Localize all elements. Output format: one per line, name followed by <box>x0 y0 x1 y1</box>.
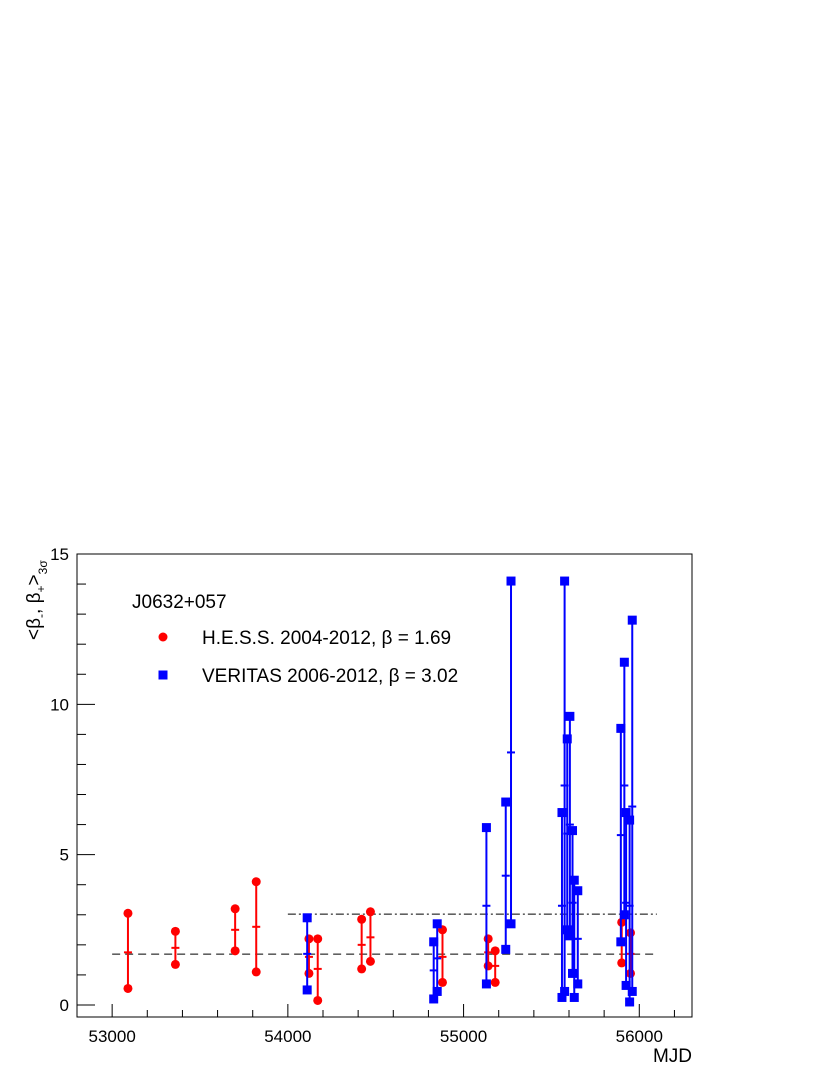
data-point <box>573 886 583 896</box>
data-point <box>490 946 500 956</box>
data-point <box>616 937 626 947</box>
y-tick-label: 15 <box>50 545 69 564</box>
data-point <box>481 979 491 989</box>
data-point <box>123 983 133 993</box>
data-point <box>506 919 516 929</box>
y-tick-label: 0 <box>60 996 69 1015</box>
x-tick-label: 55000 <box>440 1027 487 1046</box>
reference-lines <box>112 913 657 955</box>
x-tick-label: 53000 <box>89 1027 136 1046</box>
data-point <box>429 937 439 947</box>
legend-hess-marker <box>158 632 168 642</box>
data-point <box>490 977 500 987</box>
y-tick-label: 5 <box>60 846 69 865</box>
data-point <box>365 956 375 966</box>
y-tick-label: 10 <box>50 695 69 714</box>
legend-veritas-label: VERITAS 2006-2012, β = 3.02 <box>202 666 458 687</box>
data-point <box>432 919 442 929</box>
data-point <box>557 992 567 1002</box>
data-point <box>568 826 578 836</box>
data-point <box>557 808 567 818</box>
data-point <box>357 914 367 924</box>
data-point <box>302 913 312 923</box>
data-point <box>501 797 511 807</box>
svg-text:<β-, β+>3σ: <β-, β+>3σ <box>24 560 50 640</box>
data-point <box>562 734 572 744</box>
data-point <box>123 908 133 918</box>
data-point <box>432 986 442 996</box>
data-point <box>313 995 323 1005</box>
data-point <box>483 934 493 944</box>
data-point <box>357 964 367 974</box>
data-point <box>560 576 570 586</box>
data-point <box>170 926 180 936</box>
data-series <box>123 576 637 1007</box>
legend: H.E.S.S. 2004-2012, β = 1.69 VERITAS 200… <box>158 628 458 687</box>
data-point <box>251 877 261 887</box>
veritas-series <box>302 576 637 1007</box>
data-point <box>302 985 312 995</box>
x-tick-label: 54000 <box>264 1027 311 1046</box>
data-point <box>627 986 637 996</box>
legend-hess-label: H.E.S.S. 2004-2012, β = 1.69 <box>202 628 451 649</box>
data-point <box>481 823 491 833</box>
data-point <box>619 910 629 920</box>
x-axis-label: MJD <box>653 1046 692 1067</box>
data-point <box>625 815 635 825</box>
data-point <box>565 931 575 941</box>
data-point <box>501 944 511 954</box>
data-point <box>569 992 579 1002</box>
x-tick-label: 56000 <box>616 1027 663 1046</box>
data-point <box>569 875 579 885</box>
legend-veritas-marker <box>158 670 168 680</box>
axis-tick-labels: 53000 54000 55000 56000 0 5 10 15 <box>50 545 663 1046</box>
source-label: J0632+057 <box>132 592 227 613</box>
data-point <box>619 657 629 667</box>
data-point <box>313 934 323 944</box>
data-point <box>365 907 375 917</box>
data-point <box>230 946 240 956</box>
data-point <box>616 723 626 733</box>
data-point <box>304 968 314 978</box>
data-point <box>230 904 240 914</box>
data-point <box>562 925 572 935</box>
data-point <box>625 997 635 1007</box>
data-point <box>573 979 583 989</box>
data-point <box>170 959 180 969</box>
data-point <box>437 977 447 987</box>
axis-ticks <box>77 553 675 1017</box>
y-axis-label: <β-, β+>3σ <box>24 560 50 640</box>
data-point <box>506 576 516 586</box>
data-point <box>568 968 578 978</box>
hess-series <box>123 877 635 1005</box>
data-point <box>617 958 627 968</box>
data-point <box>304 934 314 944</box>
data-point <box>621 980 631 990</box>
data-point <box>560 986 570 996</box>
data-point <box>565 711 575 721</box>
data-point <box>621 808 631 818</box>
data-point <box>429 994 439 1004</box>
data-point <box>251 967 261 977</box>
plot-frame <box>76 553 693 1018</box>
data-point <box>627 615 637 625</box>
